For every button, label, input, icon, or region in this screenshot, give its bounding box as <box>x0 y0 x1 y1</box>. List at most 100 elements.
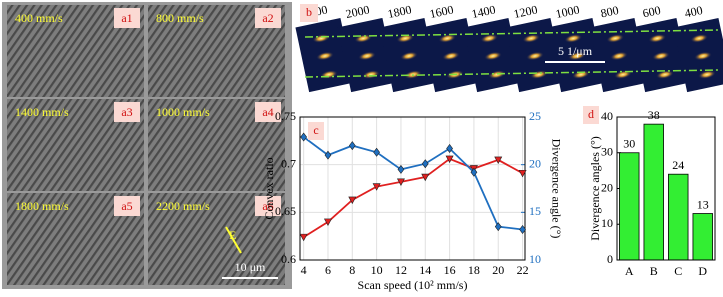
y2-axis-label: Divergence angle (°) <box>549 139 563 239</box>
scale-label: 5 1/μm <box>558 44 593 58</box>
y-axis-label: Divergence angles (°) <box>588 136 602 241</box>
x-tick-label: 16 <box>444 263 456 277</box>
y-tick-label: 0.6 <box>281 252 296 266</box>
y-tick-label: 10 <box>601 216 613 230</box>
panel-label-bg <box>308 122 324 140</box>
x-tick-label: 22 <box>517 263 529 277</box>
spot <box>690 34 709 43</box>
spot <box>656 70 674 79</box>
value-label: 30 <box>623 137 635 151</box>
marker <box>324 150 332 160</box>
y-tick-label: 0 <box>607 252 613 266</box>
guide <box>304 69 719 78</box>
marker <box>300 132 308 142</box>
spot <box>694 51 712 61</box>
marker <box>519 224 526 234</box>
panel-label-bg <box>300 4 318 22</box>
bar <box>619 152 640 261</box>
x-tick-label: 10 <box>371 263 383 277</box>
speed-tick: 1000 <box>554 2 580 21</box>
marker <box>323 218 332 226</box>
y2-tick-label: 25 <box>529 109 541 123</box>
x-tick-label: 20 <box>492 263 504 277</box>
spot <box>358 51 376 61</box>
guide <box>304 29 719 38</box>
y2-tick-label: 20 <box>529 156 541 170</box>
speed-tick: 1800 <box>386 2 412 21</box>
spot <box>606 34 625 43</box>
speed-label: 1800 mm/s <box>15 199 69 213</box>
spot <box>652 51 670 61</box>
bar <box>643 123 664 261</box>
field-label: E <box>229 228 236 242</box>
x-tick-label: 14 <box>419 263 431 277</box>
bar <box>692 213 713 261</box>
spot <box>396 34 415 43</box>
plot-frame <box>299 116 526 261</box>
marker <box>421 173 430 182</box>
panel-label-bg <box>114 8 140 28</box>
speed-tick: 800 <box>599 3 620 20</box>
panel-label-bg <box>255 8 281 28</box>
x-tick-label: 4 <box>301 263 307 277</box>
x-tick-label: A <box>625 264 634 278</box>
panel-label: a3 <box>121 105 132 119</box>
panel-label: a4 <box>262 105 273 119</box>
y-tick-label: 0.65 <box>275 204 296 218</box>
x-axis-label: Scan speed (10² mm/s) <box>358 278 468 292</box>
panel-label: a1 <box>121 11 132 25</box>
marker <box>494 222 502 232</box>
spot <box>614 70 632 79</box>
panel-label: c <box>313 123 318 137</box>
spot <box>442 51 460 61</box>
marker <box>421 159 429 169</box>
panel-label: a6 <box>262 199 273 213</box>
y-tick-label: 40 <box>601 109 613 123</box>
speed-tick: 600 <box>641 3 662 20</box>
panel-label: a5 <box>121 199 132 213</box>
spot <box>488 70 506 79</box>
value-label: 13 <box>697 197 709 211</box>
marker <box>373 147 380 157</box>
spot <box>610 51 628 61</box>
y-tick-label: 20 <box>601 180 613 194</box>
x-tick-label: 12 <box>395 263 407 277</box>
x-tick-label: 6 <box>325 263 331 277</box>
marker <box>518 169 527 178</box>
marker <box>299 233 308 242</box>
spot <box>698 70 716 79</box>
series-line <box>303 157 524 238</box>
panel-label-bg <box>255 196 281 216</box>
marker <box>446 143 453 153</box>
marker <box>372 183 381 191</box>
spot <box>572 70 590 79</box>
value-label: 38 <box>648 108 660 122</box>
x-tick-label: B <box>650 264 658 278</box>
y2-tick-label: 15 <box>529 204 541 218</box>
spot <box>522 34 541 43</box>
spot <box>648 34 667 43</box>
y-tick-label: 0.7 <box>281 156 296 170</box>
diffraction-pattern: 400 <box>673 3 723 93</box>
marker <box>348 141 356 151</box>
marker <box>397 164 405 174</box>
x-tick-label: D <box>698 264 707 278</box>
speed-label: 1400 mm/s <box>15 105 69 119</box>
speed-tick: 1600 <box>428 2 454 21</box>
speed-label: 1000 mm/s <box>156 105 210 119</box>
y-tick-label: 30 <box>601 145 613 159</box>
panel-label-bg <box>583 106 599 124</box>
panel-label: a2 <box>262 11 273 25</box>
x-tick-label: 18 <box>468 263 480 277</box>
spot <box>484 51 502 61</box>
panel-label-bg <box>255 102 281 122</box>
y-tick-label: 0.75 <box>275 109 296 123</box>
scale-label: 10 μm <box>235 260 266 274</box>
spot <box>362 70 380 79</box>
spot <box>438 34 457 43</box>
value-label: 24 <box>672 158 684 172</box>
speed-label: 800 mm/s <box>156 11 204 25</box>
spot <box>316 51 334 61</box>
speed-tick: 400 <box>683 3 704 20</box>
speed-tick: 2000 <box>344 2 370 21</box>
